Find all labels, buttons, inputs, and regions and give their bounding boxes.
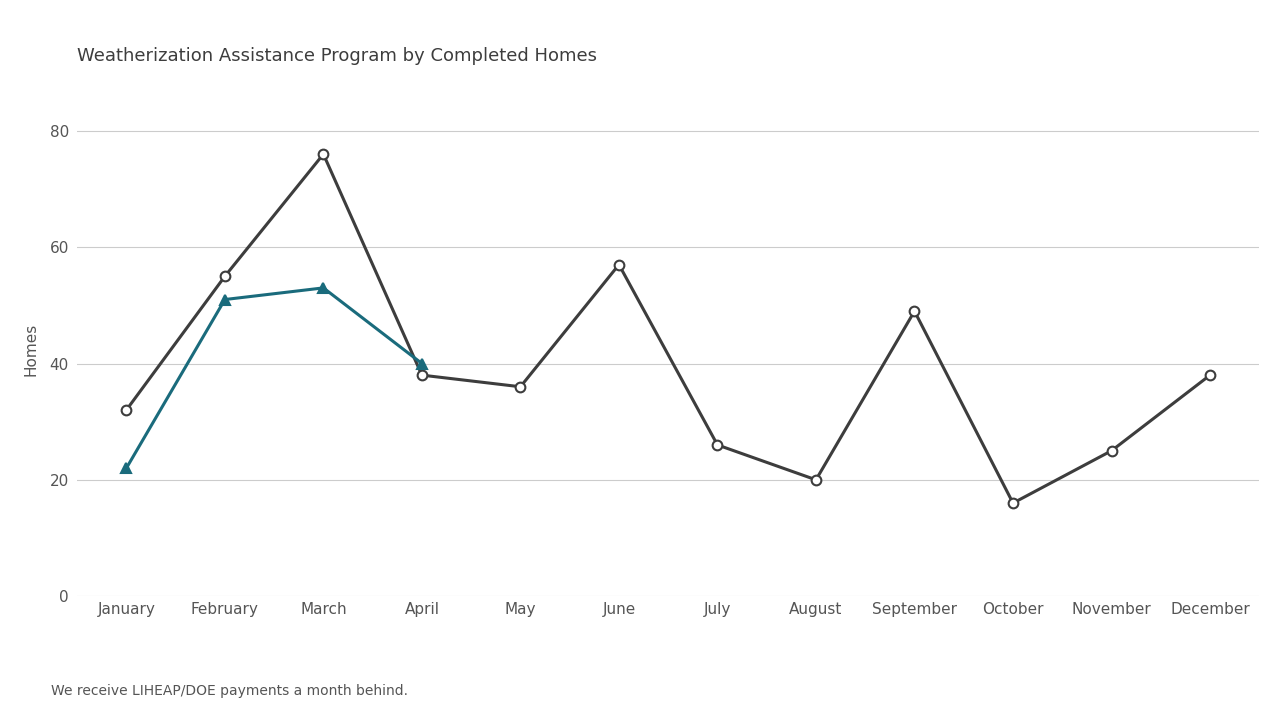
Y-axis label: Homes: Homes <box>23 322 39 376</box>
Text: We receive LIHEAP/DOE payments a month behind.: We receive LIHEAP/DOE payments a month b… <box>51 684 409 698</box>
Text: Weatherization Assistance Program by Completed Homes: Weatherization Assistance Program by Com… <box>77 47 598 65</box>
